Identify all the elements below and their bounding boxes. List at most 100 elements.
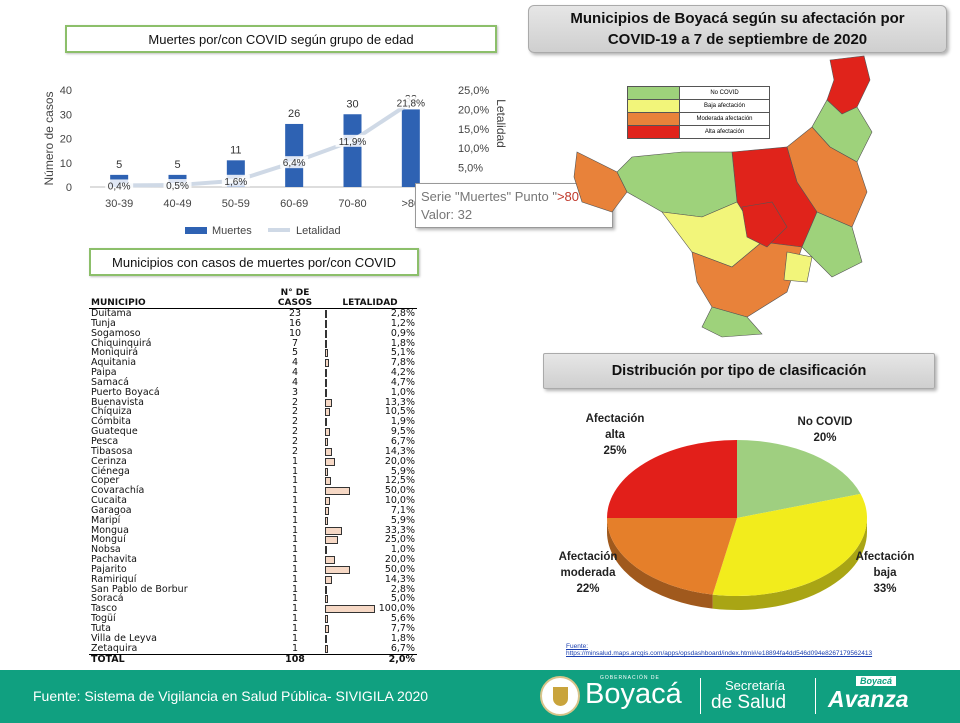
tooltip-value-line: Valor: 32: [421, 207, 473, 222]
map-region-yellow-patch: [783, 251, 813, 283]
col-header-letalidad: LETALIDAD: [323, 288, 417, 309]
y-axis-title: Número de casos: [42, 91, 56, 185]
cell-casos: 10: [288, 327, 302, 339]
cell-letalidad: 12,5%: [323, 476, 417, 486]
cell-municipio: Mongua: [91, 524, 129, 536]
y2-axis-title: Letalidad: [494, 99, 508, 148]
letalidad-bar: [325, 349, 328, 358]
table-row: Tasco 1 100,0%: [89, 604, 417, 614]
cell-municipio: Nobsa: [91, 544, 121, 556]
cell-letalidad: 7,7%: [323, 624, 417, 634]
pie-slice: [607, 518, 737, 595]
map-region-west-far: [573, 151, 628, 213]
line-label-bg: [393, 96, 428, 109]
age-group-chart: 0 10 20 30 40 5,0% 10,0% 15,0% 20,0% 25,0% Número …: [42, 85, 508, 237]
bar-chart-title: Muertes por/con COVID según grupo de eda…: [65, 25, 497, 53]
line-label-bg: [163, 179, 192, 192]
letalidad-bar: [325, 369, 328, 378]
table-row: Togüí 1 5,6%: [89, 614, 417, 624]
map-legend-label: Moderada afectación: [679, 112, 770, 126]
source-link[interactable]: Fuente: https://minsalud.maps.arcgis.com…: [566, 643, 872, 657]
table-row: Guateque 2 9,5%: [89, 427, 417, 437]
cell-letalidad: 50,0%: [323, 486, 417, 496]
line-value-label: 6,4%: [283, 158, 306, 169]
bar-value-label: 5: [116, 159, 122, 171]
pie-slice-label: No COVID: [798, 416, 853, 428]
line-value-label: 0,5%: [166, 181, 189, 192]
table-row: Pesca 2 6,7%: [89, 437, 417, 447]
cell-letalidad: 1,8%: [323, 338, 417, 349]
letalidad-bar: [325, 536, 338, 545]
x-tick-label: 30-39: [105, 198, 133, 210]
brand-name: Avanza: [828, 686, 909, 712]
table-row: Puerto Boyacá 3 1,0%: [89, 387, 417, 398]
cell-casos: 1: [291, 514, 299, 526]
bar-value-label: 11: [230, 144, 241, 156]
map-legend-row: No COVID: [627, 86, 770, 100]
total-letalidad: 2,0%: [323, 653, 417, 665]
cell-letalidad: 9,5%: [323, 427, 417, 437]
cell-casos: 1: [291, 485, 299, 497]
legend-swatch-muertes: [185, 227, 207, 234]
cell-municipio: Ciénega: [91, 465, 130, 477]
y2-tick-label: 20,0%: [458, 104, 489, 116]
table-row: Tunja 16 1,2%: [89, 318, 417, 329]
cell-letalidad: 14,3%: [323, 446, 417, 457]
footer-source: Fuente: Sistema de Vigilancia en Salud P…: [33, 688, 429, 704]
pie-slice-percent: 20%: [813, 432, 836, 444]
map-region-south: [691, 241, 803, 318]
cell-casos: 23: [288, 308, 302, 319]
cell-casos: 1: [291, 504, 299, 516]
letalidad-bar: [325, 359, 329, 368]
cell-municipio: Cerinza: [91, 455, 127, 467]
pie-slice: [737, 440, 861, 518]
line-value-label: 11,9%: [339, 137, 367, 148]
x-tick-label: 40-49: [163, 198, 191, 210]
letalidad-bar: [325, 595, 328, 604]
cell-letalidad: 5,9%: [323, 515, 417, 526]
map-region-east-green: [801, 211, 863, 278]
pie-slice: [607, 440, 737, 518]
line-label-bg: [335, 134, 370, 147]
cell-municipio: Tuta: [91, 623, 111, 634]
cell-casos: 2: [291, 426, 299, 438]
map-region-west: [616, 151, 738, 218]
cell-municipio: Ramiriquí: [91, 573, 137, 585]
source-url: https://minsalud.maps.arcgis.com/apps/op…: [566, 650, 873, 657]
table-row: Nobsa 1 1,0%: [89, 545, 417, 555]
letalidad-bar: [325, 467, 328, 476]
cell-municipio: Guateque: [91, 426, 138, 438]
cell-letalidad: 4,7%: [323, 377, 417, 388]
cell-municipio: Duitama: [91, 308, 132, 319]
municipality-table: MUNICIPIO N° DE CASOS LETALIDAD Duitama 2…: [89, 288, 417, 665]
cell-letalidad: 1,0%: [323, 545, 417, 555]
cell-municipio: Chiquinquirá: [91, 337, 152, 349]
y-tick-label: 20: [60, 134, 72, 146]
cell-casos: 2: [291, 445, 299, 457]
table-row: Buenavista 2 13,3%: [89, 397, 417, 408]
cell-municipio: Pesca: [91, 435, 119, 447]
line-label-bg: [221, 174, 250, 187]
letalidad-bar: [325, 516, 328, 525]
map-legend-label: Baja afectación: [679, 99, 770, 113]
table-row: Covarachía 1 50,0%: [89, 486, 417, 496]
cell-casos: 1: [291, 583, 299, 595]
table-row: Zetaquira 1 6,7%: [89, 643, 417, 654]
table-row: Tuta 1 7,7%: [89, 624, 417, 634]
cell-casos: 1: [291, 524, 299, 536]
cell-municipio: Aquitania: [91, 357, 137, 369]
pie-slice-side: [607, 518, 713, 609]
cell-letalidad: 20,0%: [323, 555, 417, 565]
total-label: TOTAL: [89, 653, 267, 665]
letalidad-bar: [325, 526, 342, 535]
map-region-north: [826, 55, 871, 115]
bar-muertes: [285, 123, 304, 187]
table-row: Garagoa 1 7,1%: [89, 504, 417, 516]
letalidad-bar: [325, 447, 333, 456]
footer-divider: [700, 678, 701, 714]
y2-tick-label: 10,0%: [458, 143, 489, 155]
table-row: Pajarito 1 50,0%: [89, 565, 417, 575]
table-row: Pachavita 1 20,0%: [89, 555, 417, 565]
y2-tick-label: 25,0%: [458, 85, 489, 97]
letalidad-bar: [325, 388, 327, 397]
